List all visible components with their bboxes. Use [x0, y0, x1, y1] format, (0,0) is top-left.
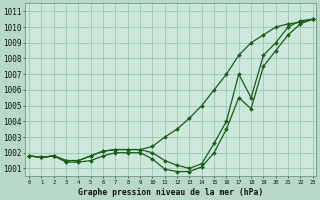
- X-axis label: Graphe pression niveau de la mer (hPa): Graphe pression niveau de la mer (hPa): [78, 188, 264, 197]
